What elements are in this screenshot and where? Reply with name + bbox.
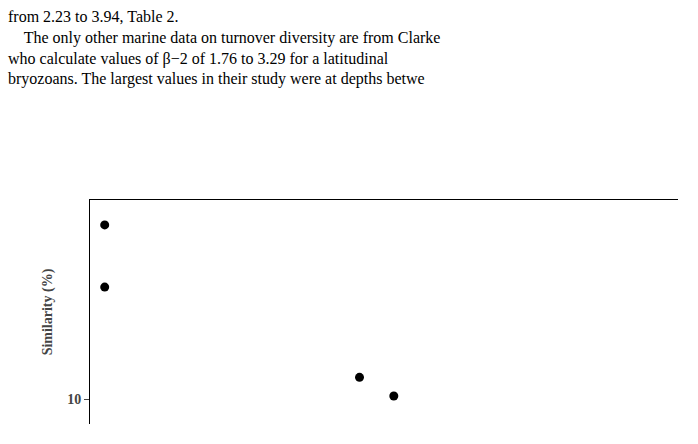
svg-text:from 2.23 to 3.94, Table 2.: from 2.23 to 3.94, Table 2. The only oth… (8, 8, 440, 88)
svg-text:Similarity (%): Similarity (%) (40, 268, 56, 355)
svg-text:10: 10 (67, 392, 81, 407)
